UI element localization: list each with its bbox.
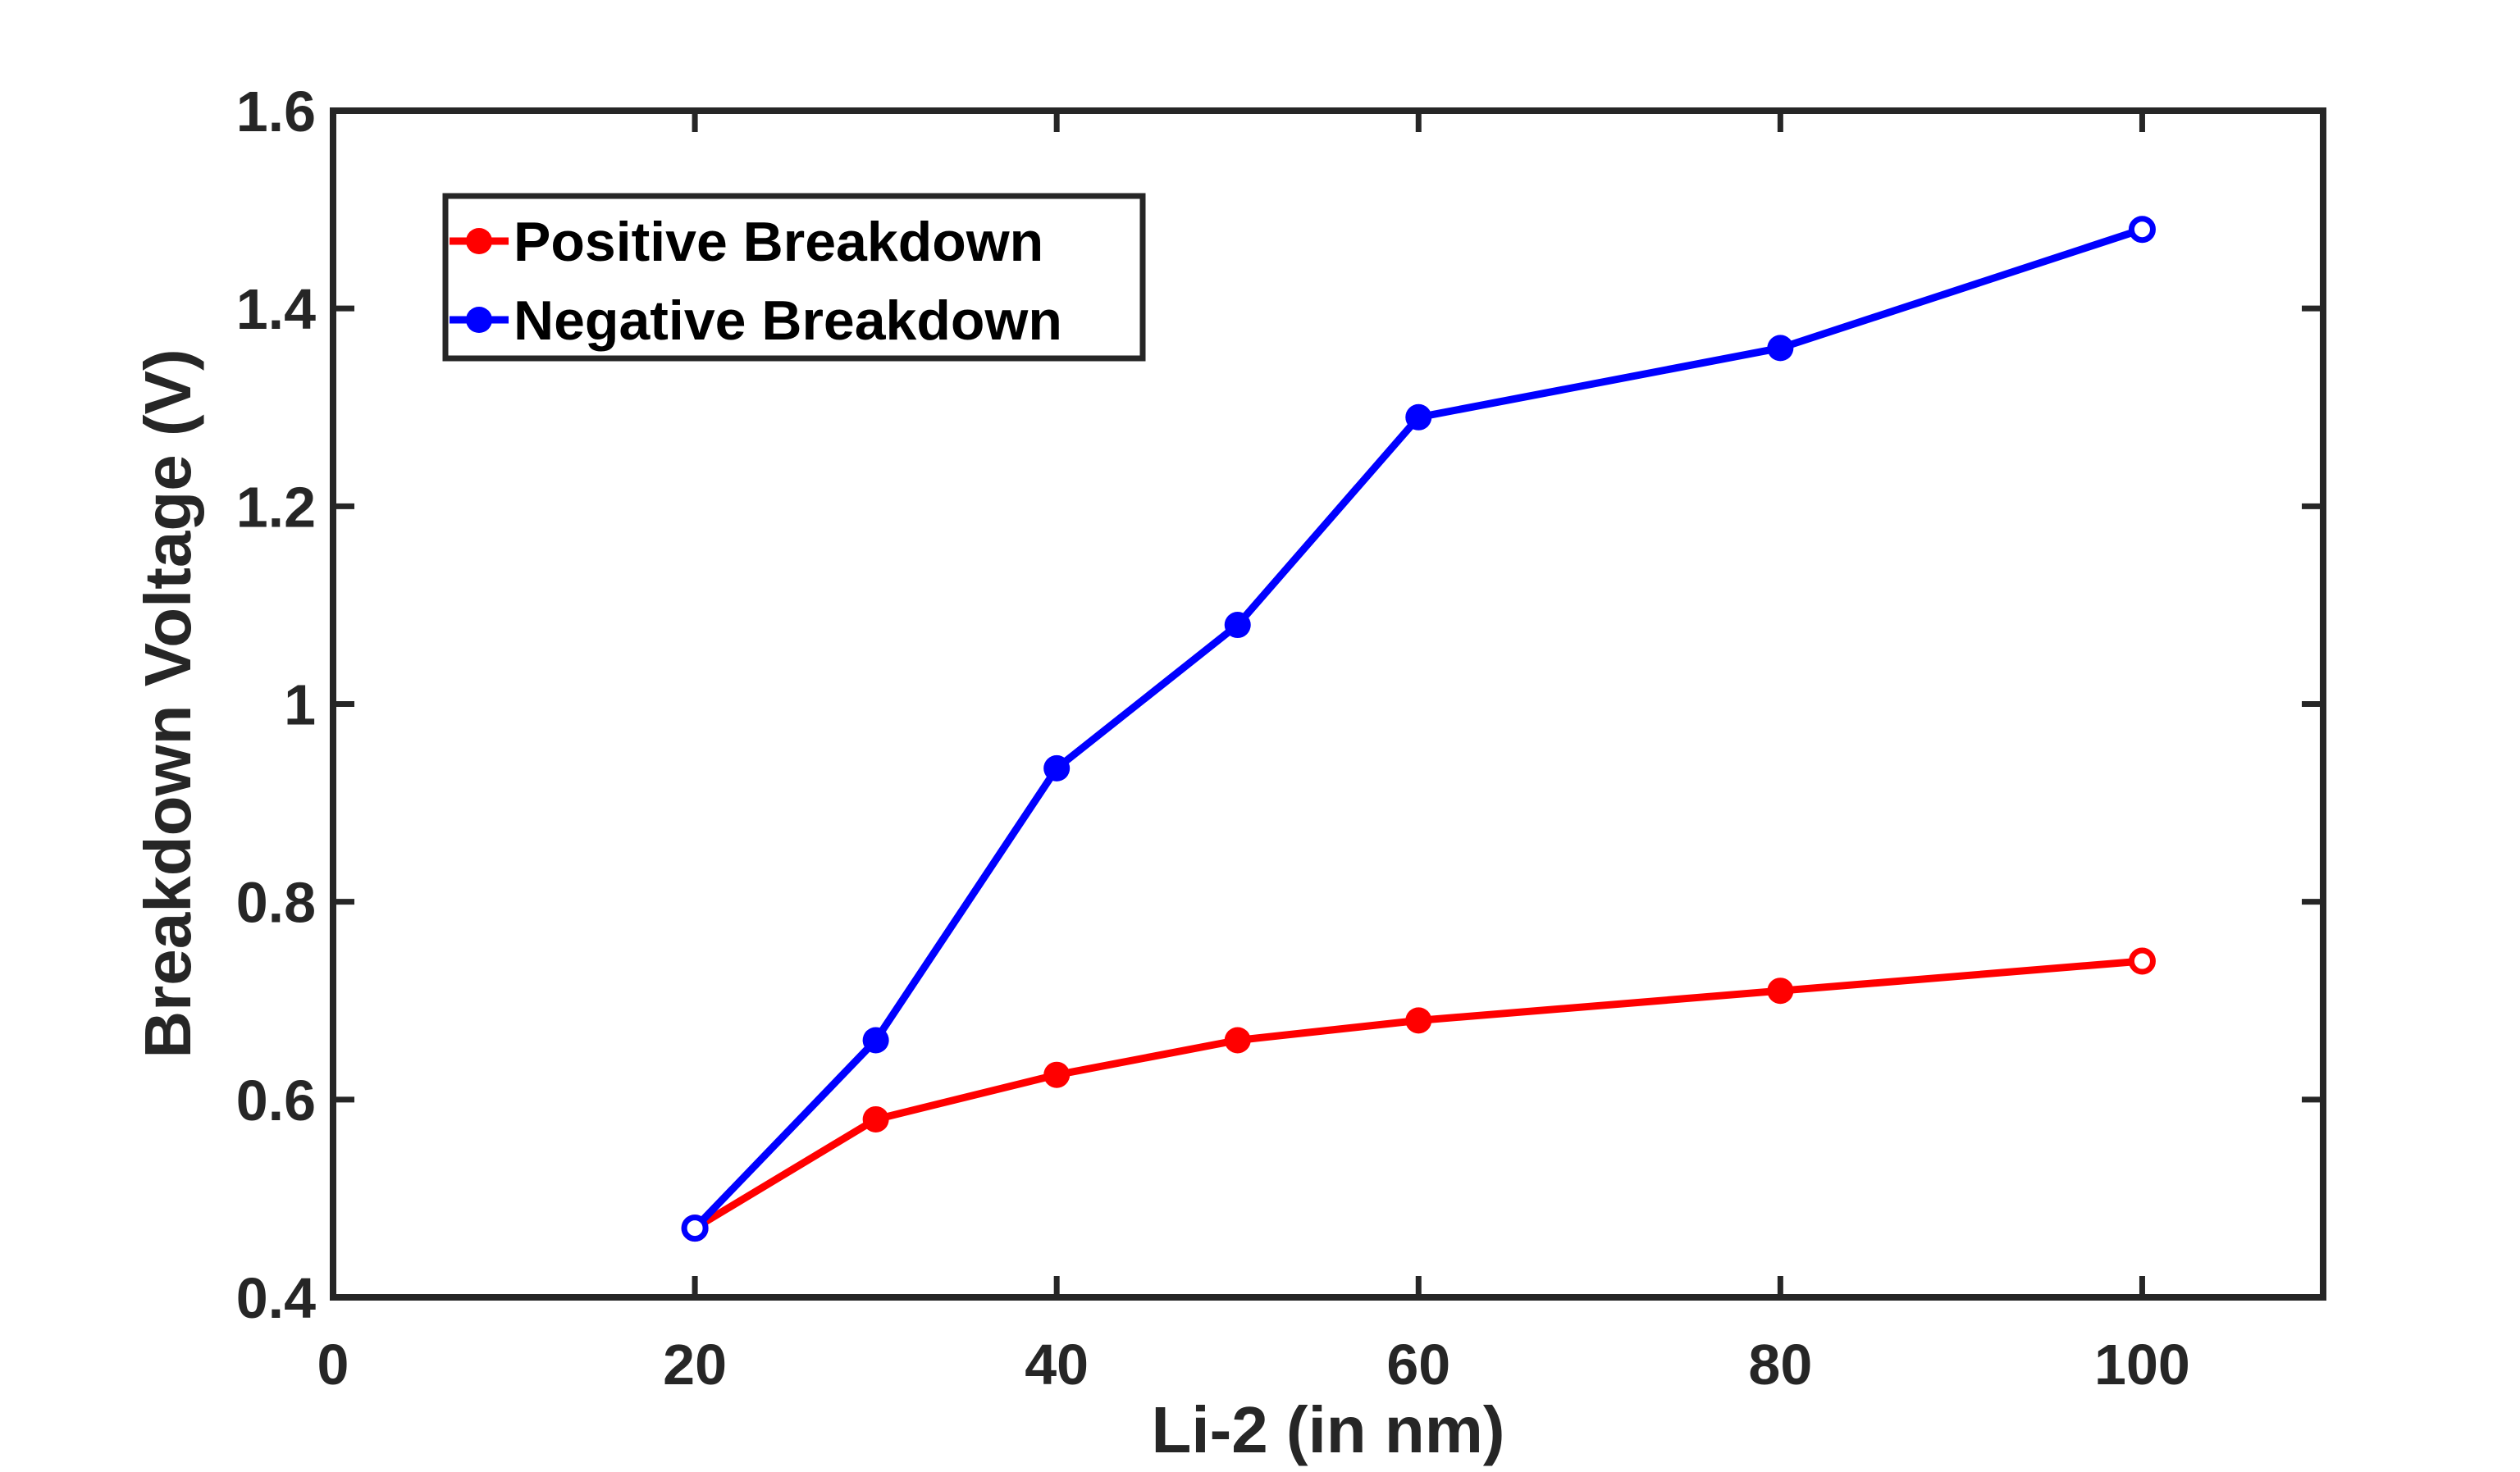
data-point: [1405, 1007, 1432, 1034]
y-tick-label: 0.4: [236, 1266, 316, 1330]
x-tick-label: 40: [1025, 1333, 1089, 1397]
y-tick-label: 1.6: [236, 80, 316, 144]
y-tick-label: 0.8: [236, 871, 316, 935]
y-tick-label: 1: [284, 673, 316, 737]
series-negative-breakdown: [681, 216, 2156, 1242]
data-point: [1043, 1061, 1071, 1088]
x-tick-label: 20: [663, 1333, 727, 1397]
data-point: [1405, 403, 1432, 431]
x-tick-label: 60: [1386, 1333, 1450, 1397]
tick-labels: 0 20 40 60 80 100 0.4 0.6 0.8 1 1.2 1.4 1.6: [236, 80, 2190, 1397]
x-tick-label: 100: [2094, 1333, 2190, 1397]
data-point: [2128, 216, 2156, 244]
x-axis-label: Li-2 (in nm): [1151, 1393, 1504, 1466]
legend-marker: [466, 228, 492, 254]
data-point: [1224, 1027, 1251, 1054]
legend-label: Negative Breakdown: [514, 289, 1062, 352]
plot-frame: [330, 107, 2326, 1301]
x-tick-label: 80: [1748, 1333, 1812, 1397]
legend: Positive Breakdown Negative Breakdown: [442, 193, 1146, 362]
legend-entry: Negative Breakdown: [450, 289, 1062, 352]
data-point: [1043, 754, 1071, 782]
series-layer: [681, 216, 2156, 1242]
y-axis-label: Breakdown Voltage (V): [131, 349, 204, 1058]
legend-label: Positive Breakdown: [514, 211, 1043, 273]
legend-marker: [466, 307, 492, 333]
data-point: [1767, 335, 1794, 362]
data-point: [1767, 978, 1794, 1005]
data-point: [1224, 612, 1251, 639]
data-point: [862, 1027, 889, 1054]
series-positive-breakdown: [681, 947, 2156, 1242]
data-point: [2128, 947, 2156, 975]
legend-entry: Positive Breakdown: [450, 211, 1043, 273]
y-tick-label: 1.4: [236, 277, 316, 341]
legend-entries: Positive Breakdown Negative Breakdown: [450, 211, 1062, 352]
data-point: [862, 1105, 889, 1132]
data-point: [681, 1215, 709, 1242]
x-tick-label: 0: [317, 1333, 349, 1397]
y-tick-label: 0.6: [236, 1069, 316, 1132]
legend-box: [442, 193, 1146, 362]
y-tick-label: 1.2: [236, 475, 316, 539]
